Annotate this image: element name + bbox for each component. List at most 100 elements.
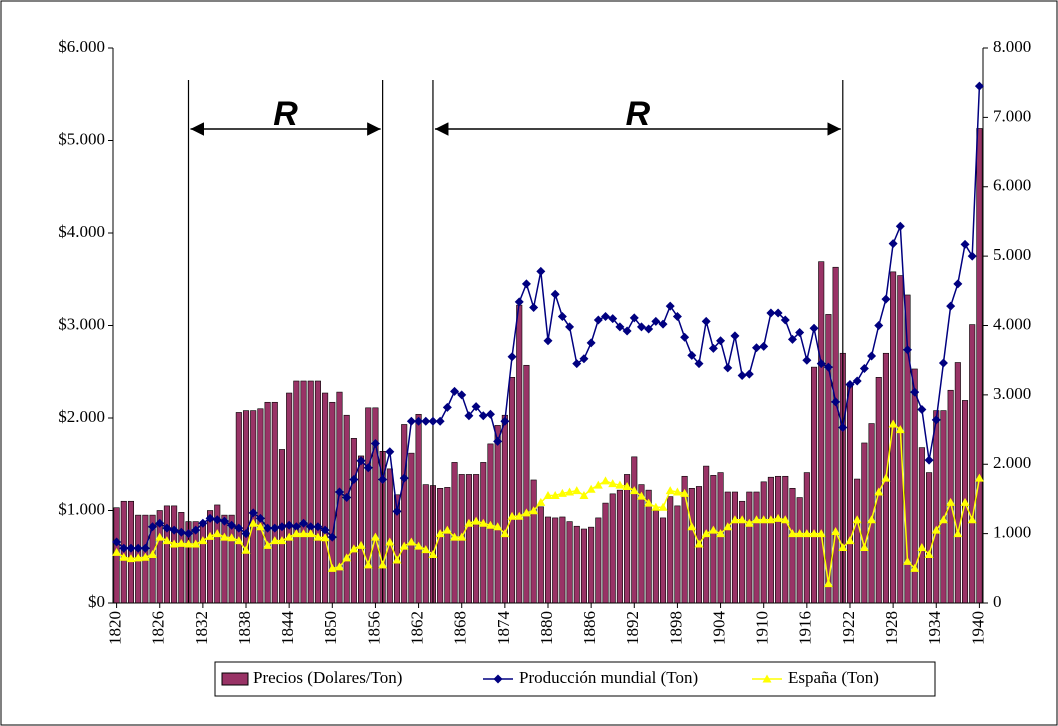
triangle-marker [888,419,898,428]
diamond-marker [112,537,122,547]
triangle-marker [457,532,467,541]
bar [163,505,170,604]
triangle-marker [658,502,668,511]
triangle-marker [471,516,481,525]
diamond-marker [608,314,618,324]
diamond-marker [802,355,812,365]
triangle-marker [565,487,575,496]
triangle-marker [608,479,618,488]
legend: Precios (Dolares/Ton) Producción mundial … [214,661,936,697]
triangle-marker [442,525,452,534]
x-tick-label: 1922 [839,611,858,645]
diamond-marker [859,364,869,374]
diamond-marker [148,522,158,532]
bar [573,525,580,604]
x-tick-label: 1862 [407,611,426,645]
y-tick-label: $4.000 [58,222,105,241]
triangle-marker [514,511,524,520]
diamond-marker [572,359,582,369]
bar [667,496,674,604]
diamond-marker [960,239,970,249]
bar [372,407,379,604]
y-tick-label: $2.000 [58,407,105,426]
triangle-marker [212,529,222,538]
triangle-marker [672,487,682,496]
bar [509,376,516,604]
y2-tick-label: 5.000 [993,245,1031,264]
diamond-marker [845,379,855,389]
diamond-marker [507,352,517,362]
triangle-marker [780,515,790,524]
diamond-marker [903,345,913,355]
bar [796,497,803,604]
bar [954,362,961,604]
bar [595,517,602,604]
legend-marker [493,674,503,684]
y-tick-label: $1.000 [58,499,105,518]
diamond-marker [831,397,841,407]
diamond-marker [169,525,179,535]
diamond-marker [931,415,941,425]
diamond-marker [809,323,819,333]
bar [221,514,228,604]
y2-tick-label: 0 [993,592,1002,611]
triangle-marker [493,522,503,531]
diamond-marker [263,523,273,533]
diamond-marker [701,316,711,326]
triangle-marker [831,527,841,536]
diamond-marker [306,522,316,532]
diamond-marker [529,302,539,312]
triangle-marker [370,532,380,541]
triangle-marker [852,515,862,524]
bar [516,304,523,604]
triangle-marker [334,562,344,571]
triangle-marker [342,553,352,562]
bar [775,475,782,604]
bar [660,517,667,604]
bar [537,506,544,604]
bar [473,474,480,604]
triangle-marker [299,529,309,538]
bar [976,128,983,604]
legend-label: Producción mundial (Ton) [519,668,698,687]
x-tick-label: 1838 [235,611,254,645]
bar [264,401,271,604]
triangle-marker [277,536,287,545]
diamond-marker [392,506,402,516]
bar [846,382,854,604]
diamond-marker [514,297,524,307]
diamond-marker [730,331,740,341]
bar [437,487,444,604]
bar [300,380,307,604]
diamond-marker [737,370,747,380]
diamond-marker [852,376,862,386]
triangle-marker [126,554,136,563]
diamond-marker [414,416,424,426]
y2-tick-label: 2.000 [993,453,1031,472]
diamond-marker [428,416,438,426]
triangle-marker [917,543,927,551]
bar [422,484,429,604]
x-tick-label: 1904 [709,611,728,646]
legend-marker [762,674,772,683]
triangle-marker [859,543,869,551]
triangle-marker [766,515,776,524]
triangle-marker [521,508,531,517]
diamond-marker [205,513,215,523]
bar [782,475,789,604]
diamond-marker [356,456,366,466]
diamond-marker [126,543,136,553]
diamond-marker [471,402,481,412]
diamond-marker [291,522,301,532]
bar [588,526,595,604]
x-tick-label: 1898 [666,611,685,645]
triangle-marker [169,539,179,548]
x-tick-label: 1850 [321,611,340,645]
diamond-marker [450,386,460,396]
bar [530,479,537,604]
bar [940,410,947,604]
triangle-marker [363,560,373,569]
triangle-marker [931,525,941,534]
bar [178,512,185,604]
y2-tick-label: 4.000 [993,314,1031,333]
